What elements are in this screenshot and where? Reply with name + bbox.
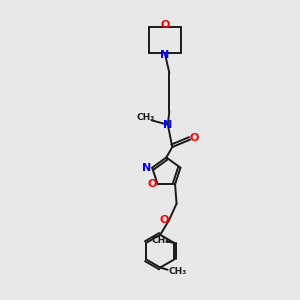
Text: CH₃: CH₃ <box>136 113 155 122</box>
Text: CH₃: CH₃ <box>169 268 187 277</box>
Text: N: N <box>142 163 152 173</box>
Text: O: O <box>160 20 170 30</box>
Text: O: O <box>190 133 199 143</box>
Text: O: O <box>148 179 157 189</box>
Text: N: N <box>160 50 170 60</box>
Text: O: O <box>159 215 169 225</box>
Text: CH₃: CH₃ <box>152 236 170 244</box>
Text: N: N <box>163 120 172 130</box>
